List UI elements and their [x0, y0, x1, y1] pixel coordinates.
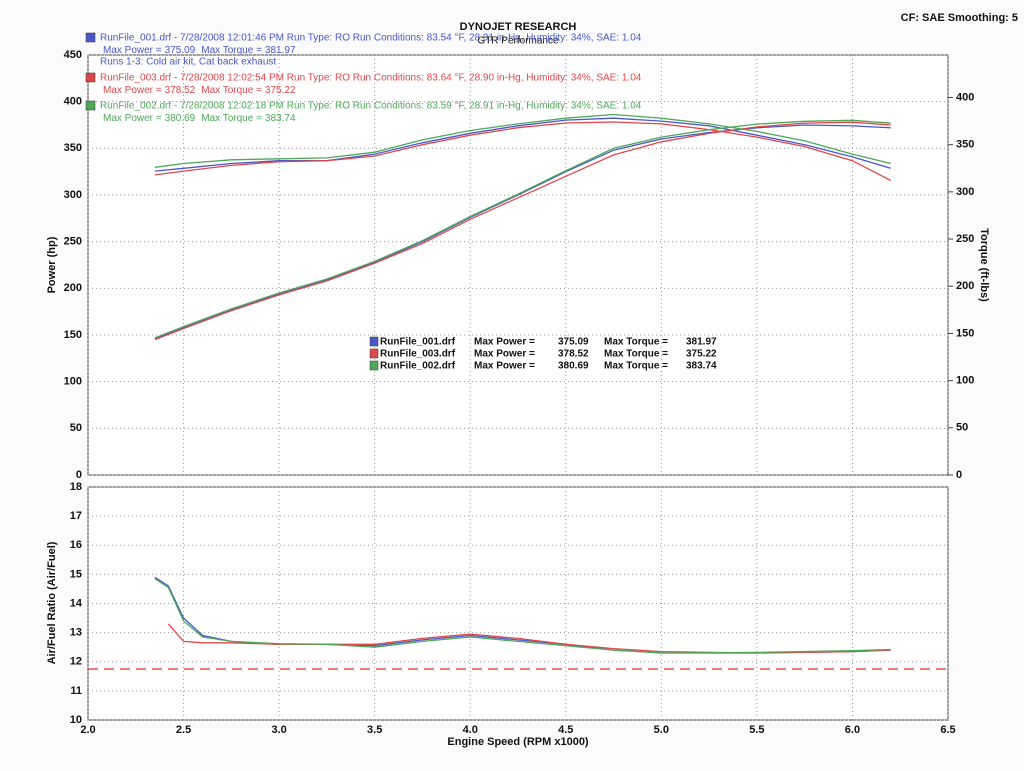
legend-swatch — [369, 360, 379, 371]
x-tick-label: 6.5 — [940, 724, 955, 736]
y2-tick-label: 0 — [956, 469, 962, 481]
legend-swatch — [85, 32, 96, 43]
x-tick-label: 3.0 — [271, 724, 286, 736]
y-tick-label: 0 — [76, 469, 82, 481]
torque-line — [154, 117, 891, 172]
y-tick-label: 16 — [70, 539, 82, 551]
legend-power-label: Max Power = — [474, 361, 535, 372]
y-tick-label: 18 — [70, 481, 82, 493]
y-tick-label: 150 — [64, 329, 82, 341]
subtitle: GTR Performance — [477, 36, 559, 47]
max-power-label: Max Power = — [103, 113, 162, 124]
x-tick-label: 6.0 — [845, 724, 860, 736]
y-tick-label: 200 — [64, 282, 82, 294]
y-axis-title: Power (hp) — [46, 236, 58, 293]
legend-power-label: Max Power = — [474, 337, 535, 348]
y-tick-label: 50 — [70, 422, 82, 434]
legend-name: RunFile_001.drf — [380, 337, 456, 348]
y-tick-label: 14 — [70, 597, 83, 609]
legend-swatch — [85, 72, 96, 83]
y-tick-label: 100 — [64, 376, 82, 388]
legend-power-label: Max Power = — [474, 349, 535, 360]
power-line — [154, 121, 891, 341]
legend-name: RunFile_002.drf — [380, 361, 456, 372]
y-tick-label: 11 — [70, 685, 82, 697]
y2-tick-label: 50 — [956, 422, 968, 434]
y-tick-label: 12 — [70, 656, 82, 668]
y-tick-label: 300 — [64, 189, 82, 201]
max-power: 378.52 — [165, 85, 196, 96]
afr-line — [154, 578, 891, 654]
y-tick-label: 400 — [64, 96, 82, 108]
legend-torque: 381.97 — [686, 337, 717, 348]
max-torque: 375.22 — [265, 85, 296, 96]
y2-tick-label: 200 — [956, 280, 974, 292]
legend-torque-label: Max Torque = — [604, 361, 668, 372]
legend-name: RunFile_003.drf — [380, 349, 456, 360]
y2-tick-label: 350 — [956, 139, 974, 151]
max-torque-label: Max Torque = — [201, 85, 262, 96]
y-tick-label: 17 — [70, 510, 82, 522]
torque-line — [154, 113, 891, 168]
y2-tick-label: 400 — [956, 91, 974, 103]
y-tick-label: 450 — [64, 49, 82, 61]
run-max: Max Power = 375.09 Max Torque = 381.97 — [103, 45, 296, 56]
run-info: RunFile_001.drf - 7/28/2008 12:01:46 PM … — [100, 33, 642, 44]
x-tick-label: 5.0 — [654, 724, 669, 736]
y2-tick-label: 250 — [956, 233, 974, 245]
run-info: RunFile_002.drf - 7/28/2008 12:02:18 PM … — [100, 101, 642, 112]
y2-tick-label: 300 — [956, 186, 974, 198]
x-tick-label: 2.0 — [80, 724, 95, 736]
max-power-label: Max Power = — [103, 85, 162, 96]
y-tick-label: 13 — [70, 627, 82, 639]
title: DYNOJET RESEARCH — [460, 21, 577, 33]
legend-torque: 383.74 — [686, 361, 717, 372]
power-line — [154, 124, 891, 340]
y2-tick-label: 100 — [956, 375, 974, 387]
legend-swatch — [369, 336, 379, 347]
max-torque: 381.97 — [265, 45, 296, 56]
max-power: 380.69 — [165, 113, 196, 124]
legend-torque: 375.22 — [686, 349, 717, 360]
run-max: Max Power = 380.69 Max Torque = 383.74 — [103, 113, 296, 124]
max-power-label: Max Power = — [103, 45, 162, 56]
max-torque-label: Max Torque = — [201, 45, 262, 56]
torque-line — [154, 121, 891, 182]
legend-torque-label: Max Torque = — [604, 349, 668, 360]
x-tick-label: 3.5 — [367, 724, 382, 736]
y-tick-label: 350 — [64, 142, 82, 154]
max-torque-label: Max Torque = — [201, 113, 262, 124]
legend-swatch — [369, 348, 379, 359]
power-line — [154, 119, 891, 339]
max-torque: 383.74 — [265, 113, 296, 124]
y-tick-label: 10 — [70, 714, 82, 726]
legend-power: 375.09 — [558, 337, 589, 348]
run-note: Runs 1-3: Cold air kit, Cat back exhaust — [100, 57, 276, 68]
x-tick-label: 2.5 — [176, 724, 191, 736]
legend-swatch — [85, 100, 96, 111]
x-tick-label: 5.5 — [749, 724, 764, 736]
settings: CF: SAE Smoothing: 5 — [901, 12, 1018, 24]
legend-torque-label: Max Torque = — [604, 337, 668, 348]
run-max: Max Power = 378.52 Max Torque = 375.22 — [103, 85, 296, 96]
y2-axis-title: Torque (ft-lbs) — [978, 228, 990, 302]
max-power: 375.09 — [165, 45, 196, 56]
run-info: RunFile_003.drf - 7/28/2008 12:02:54 PM … — [100, 73, 642, 84]
x-tick-label: 4.5 — [558, 724, 573, 736]
y2-tick-label: 150 — [956, 327, 974, 339]
y-tick-label: 250 — [64, 236, 82, 248]
x-tick-label: 4.0 — [463, 724, 478, 736]
y-axis-title: Air/Fuel Ratio (Air/Fuel) — [46, 541, 58, 664]
legend-power: 378.52 — [558, 349, 589, 360]
legend-power: 380.69 — [558, 361, 589, 372]
y-tick-label: 15 — [70, 568, 82, 580]
x-axis-title: Engine Speed (RPM x1000) — [447, 736, 589, 748]
